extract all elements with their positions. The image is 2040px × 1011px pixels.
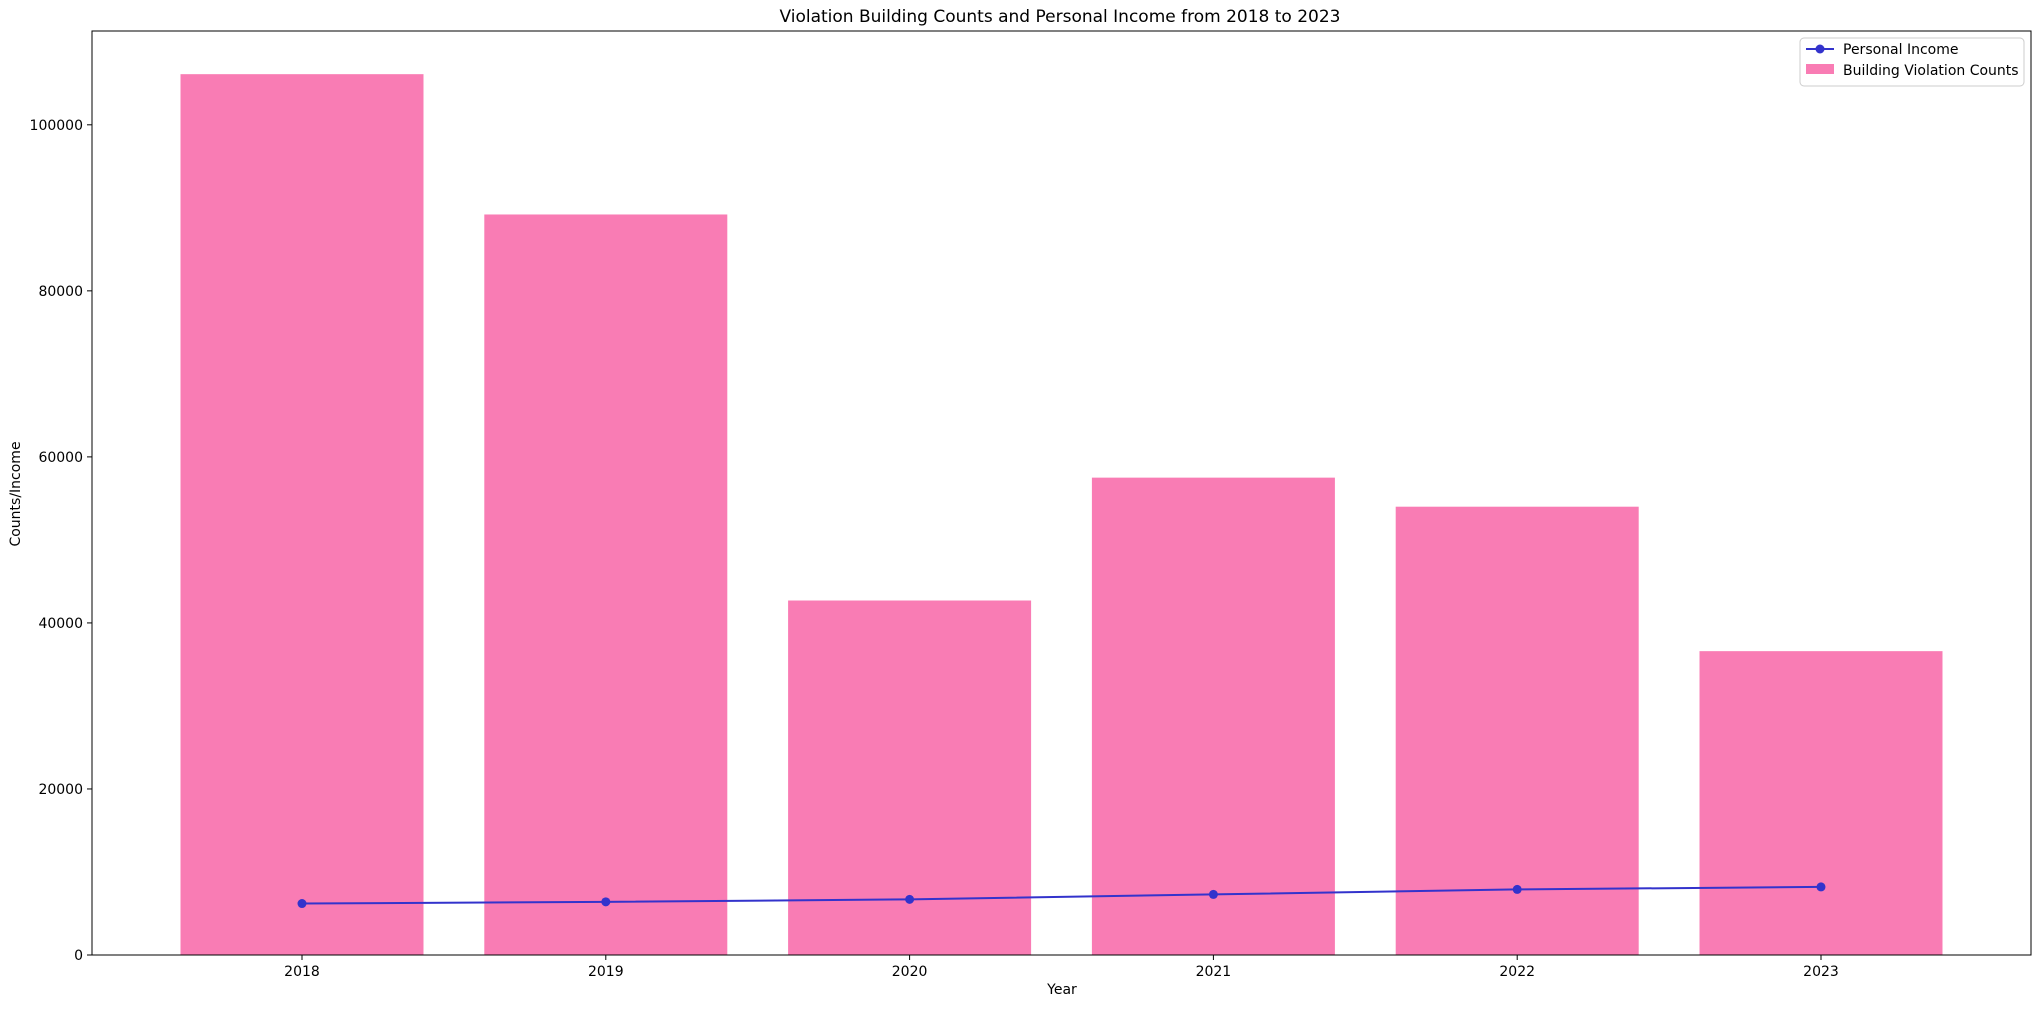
bar-2022 bbox=[1395, 506, 1639, 955]
x-tick-label: 2023 bbox=[1803, 964, 1839, 980]
axes: 2018 2019 2020 2021 2022 2023 0 20000 40000 60000… bbox=[30, 30, 2032, 980]
axes-frame bbox=[91, 30, 2032, 956]
x-tick-label: 2022 bbox=[1499, 964, 1535, 980]
legend: Personal Income Building Violation Count… bbox=[1799, 37, 2025, 87]
x-tick-label: 2019 bbox=[588, 964, 624, 980]
y-tick-label: 80000 bbox=[38, 284, 83, 300]
legend-label-building-violation-counts: Building Violation Counts bbox=[1843, 63, 2019, 79]
plot-area bbox=[180, 74, 1943, 956]
y-tick-label: 0 bbox=[74, 948, 83, 964]
chart-title: Violation Building Counts and Personal I… bbox=[780, 7, 1341, 27]
y-axis-label: Counts/Income bbox=[8, 441, 24, 546]
personal-income-point-2023 bbox=[1816, 882, 1826, 892]
personal-income-point-2019 bbox=[601, 897, 611, 907]
bar-2018 bbox=[180, 74, 424, 956]
personal-income-point-2022 bbox=[1512, 884, 1522, 894]
bar-2023 bbox=[1699, 651, 1943, 955]
y-tick-label: 100000 bbox=[30, 118, 83, 134]
legend-bar-swatch bbox=[1806, 64, 1834, 74]
y-tick-label: 60000 bbox=[38, 450, 83, 466]
personal-income-point-2020 bbox=[905, 894, 915, 904]
bar-2019 bbox=[484, 214, 728, 956]
y-tick-label: 20000 bbox=[38, 782, 83, 798]
legend-box bbox=[1799, 37, 2025, 87]
legend-line-marker bbox=[1815, 44, 1825, 54]
personal-income-point-2021 bbox=[1208, 889, 1218, 899]
x-axis-label: Year bbox=[1046, 982, 1077, 998]
x-tick-label: 2021 bbox=[1196, 964, 1232, 980]
personal-income-line bbox=[301, 885, 1822, 905]
x-tick-label: 2020 bbox=[892, 964, 928, 980]
personal-income-point-2018 bbox=[297, 899, 307, 909]
y-tick-label: 40000 bbox=[38, 616, 83, 632]
bar-2021 bbox=[1091, 477, 1335, 955]
legend-label-personal-income: Personal Income bbox=[1843, 42, 1958, 58]
x-tick-label: 2018 bbox=[284, 964, 320, 980]
